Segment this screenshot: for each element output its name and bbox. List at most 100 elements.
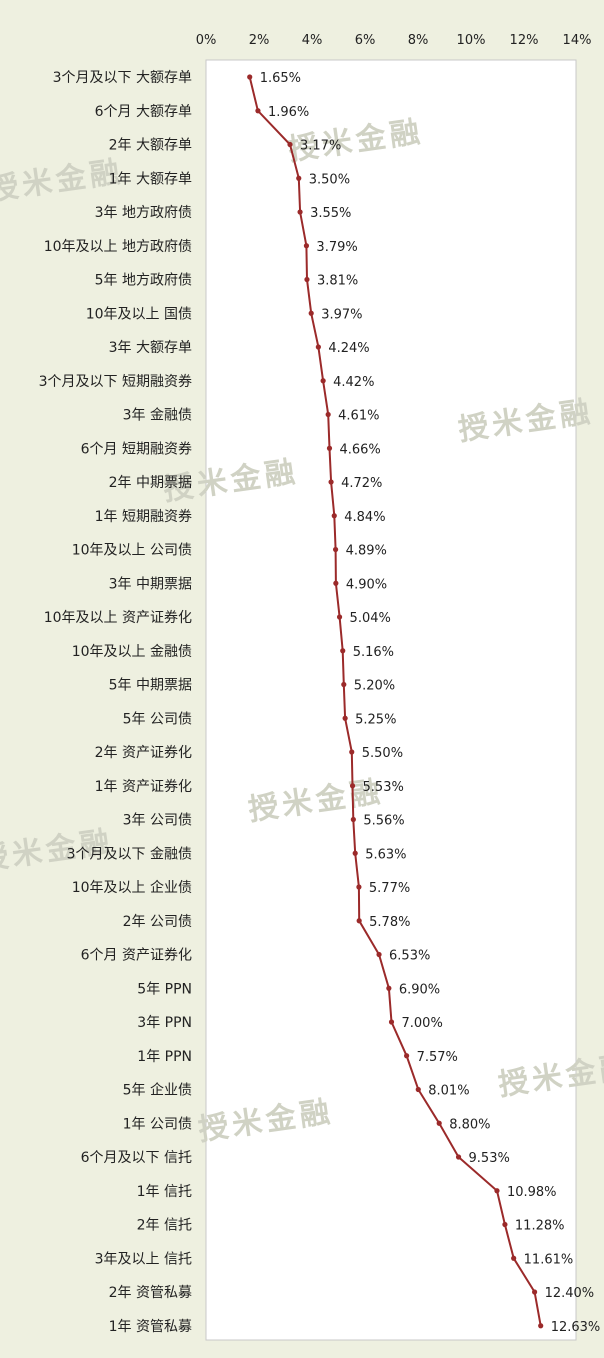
category-label: 1年 信托 [137,1184,192,1200]
data-label: 3.55% [310,206,351,221]
category-label: 2年 大额存单 [109,138,192,154]
data-label: 3.50% [309,172,350,187]
x-tick-label: 10% [457,33,486,48]
data-point [308,310,314,316]
data-label: 6.53% [389,949,430,964]
data-point [538,1323,544,1329]
data-point [436,1120,442,1126]
category-label: 2年 信托 [137,1218,192,1234]
data-point [494,1188,500,1194]
x-tick-label: 14% [563,33,592,48]
category-label: 10年及以上 资产证券化 [44,610,192,626]
series-line [248,76,542,1326]
data-point [247,74,253,80]
data-label: 12.63% [551,1320,601,1335]
data-point [328,479,334,485]
category-label: 5年 公司债 [123,711,192,727]
data-point [349,749,355,755]
data-point [315,344,321,350]
category-label: 1年 短期融资券 [95,509,192,525]
data-label: 3.97% [321,307,362,322]
category-label: 5年 地方政府债 [95,273,192,289]
data-label: 4.42% [333,375,374,390]
data-point [332,546,339,553]
data-point [336,614,343,620]
data-point [304,276,310,283]
data-label: 5.63% [365,847,406,862]
x-tick-label: 6% [355,33,376,48]
data-point [320,378,326,384]
data-label: 8.01% [428,1084,469,1099]
category-label: 2年 资管私募 [109,1285,192,1301]
data-point [340,648,346,654]
data-label: 1.65% [260,71,301,86]
category-label: 3个月及以下 金融债 [67,846,192,862]
data-label: 4.89% [346,544,387,559]
data-point [388,1019,395,1025]
data-label: 3.17% [300,139,341,154]
category-label: 5年 中期票据 [109,678,192,694]
category-label: 2年 中期票据 [109,475,192,491]
data-point [297,209,303,215]
data-point [349,783,356,789]
category-label: 3年 公司债 [123,813,192,829]
data-label: 3.81% [317,274,358,289]
data-label: 4.72% [341,476,382,491]
data-label: 5.04% [350,611,391,626]
data-point [296,175,302,181]
category-label: 10年及以上 公司债 [72,543,192,559]
category-label: 1年 资管私募 [109,1319,192,1335]
plot-area [205,59,577,1341]
data-label: 5.50% [362,746,403,761]
data-label: 4.90% [346,577,387,592]
data-label: 11.28% [515,1219,565,1234]
category-label: 6个月 资产证券化 [81,948,192,964]
data-label: 4.24% [328,341,369,356]
category-label: 10年及以上 国债 [86,306,192,322]
data-label: 11.61% [524,1252,574,1267]
data-point [511,1255,517,1261]
data-label: 10.98% [507,1185,557,1200]
data-point [326,445,333,451]
category-label: 10年及以上 金融债 [72,644,192,660]
data-label: 4.84% [344,510,385,525]
category-label: 3年及以上 信托 [95,1251,192,1267]
data-label: 6.90% [399,982,440,997]
category-label: 3年 地方政府债 [95,205,192,221]
data-label: 7.00% [402,1016,443,1031]
data-label: 5.53% [363,780,404,795]
x-tick-label: 2% [249,33,270,48]
data-point [342,715,348,721]
data-label: 5.56% [363,814,404,829]
data-point [455,1154,462,1160]
data-point [404,1053,410,1059]
category-label: 3年 中期票据 [109,576,192,592]
data-label: 9.53% [469,1151,510,1166]
category-label: 3个月及以下 短期融资券 [39,374,192,390]
data-point [303,243,310,249]
category-label: 5年 企业债 [123,1082,192,1099]
category-label: 2年 资产证券化 [95,745,192,761]
x-tick-label: 12% [510,33,539,48]
category-label: 1年 公司债 [123,1116,192,1132]
category-label: 3年 金融债 [123,408,192,424]
category-label: 5年 PPN [137,981,192,997]
x-axis-ticks: 0% 2% 4% 6% 8% 10% 12% 14% [196,33,592,48]
data-point [325,411,331,418]
category-label: 1年 PPN [137,1049,192,1065]
category-label: 2年 公司债 [123,914,192,930]
data-label: 4.61% [338,409,379,424]
data-label: 3.79% [316,240,357,255]
data-label: 8.80% [449,1117,490,1132]
data-point [415,1086,421,1093]
data-point [532,1289,538,1295]
x-tick-label: 0% [196,33,217,48]
data-point [502,1221,508,1228]
data-point [356,918,362,924]
watermark-text: 授米金融 [0,154,126,208]
data-point [352,850,358,856]
data-point [333,580,339,586]
data-point [287,141,293,148]
data-point [350,816,356,823]
data-point [376,951,382,958]
